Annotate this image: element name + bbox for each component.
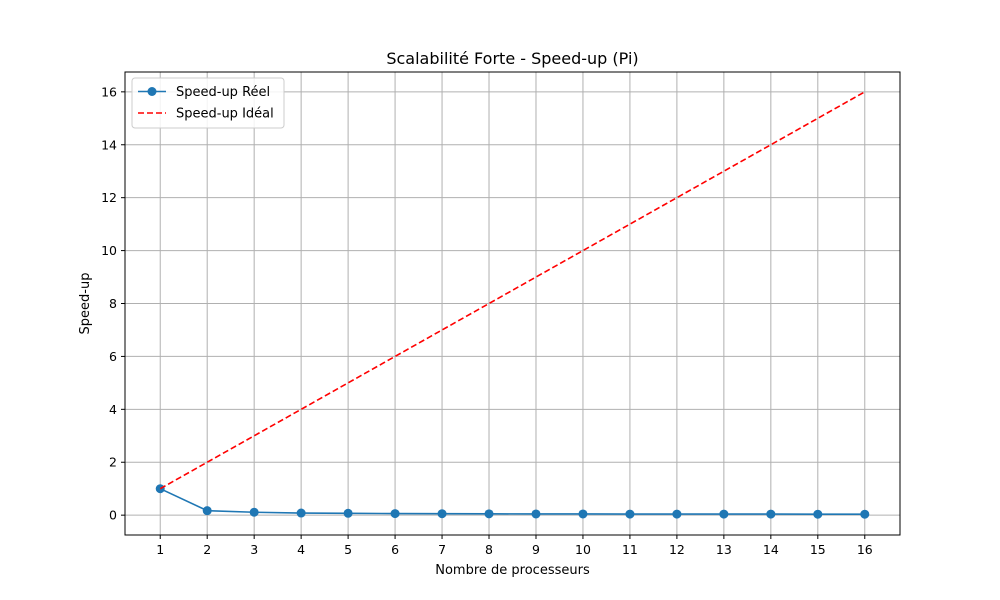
- y-tick-label: 10: [101, 243, 117, 258]
- y-tick-label: 4: [109, 402, 117, 417]
- x-tick-label: 8: [485, 542, 493, 557]
- y-tick-label: 6: [109, 349, 117, 364]
- x-tick-label: 12: [669, 542, 685, 557]
- x-axis-label: Nombre de processeurs: [435, 563, 590, 578]
- x-tick-label: 13: [716, 542, 732, 557]
- chart-title: Scalabilité Forte - Speed-up (Pi): [386, 49, 638, 68]
- legend: Speed-up Réel Speed-up Idéal: [131, 77, 285, 129]
- x-tick-label: 5: [344, 542, 352, 557]
- series-1-point: [484, 509, 494, 519]
- series-1-point: [155, 484, 165, 494]
- series-1-point: [860, 509, 870, 519]
- legend-label-1: Speed-up Réel: [176, 85, 270, 100]
- x-tick-label: 9: [532, 542, 540, 557]
- series-layer: [155, 91, 870, 519]
- series-1-point: [296, 508, 306, 518]
- series-1-point: [437, 509, 447, 519]
- series-1-point: [249, 507, 259, 517]
- y-tick-label: 0: [109, 508, 117, 523]
- x-tick-label: 14: [763, 542, 779, 557]
- x-tick-label: 16: [857, 542, 873, 557]
- x-tick-label: 10: [575, 542, 591, 557]
- series-1-point: [390, 509, 400, 519]
- legend-box: [131, 77, 285, 129]
- x-tick-label: 11: [622, 542, 638, 557]
- y-axis-label: Speed-up: [78, 273, 93, 335]
- series-1-point: [625, 509, 635, 519]
- series-1-point: [672, 509, 682, 519]
- grid: [125, 72, 900, 535]
- series-1-point: [531, 509, 541, 519]
- series-line-1: [159, 487, 865, 516]
- series-1-point: [343, 508, 353, 518]
- y-tick-label: 8: [109, 296, 117, 311]
- x-tick-label: 15: [810, 542, 826, 557]
- series-1-point: [202, 506, 212, 516]
- y-tick-label: 14: [101, 137, 117, 152]
- x-tick-label: 2: [203, 542, 211, 557]
- legend-label-2: Speed-up Idéal: [176, 107, 274, 122]
- y-tick-label: 16: [101, 84, 117, 99]
- series-1-point: [813, 509, 823, 519]
- x-tick-label: 1: [156, 542, 164, 557]
- series-1-point: [719, 509, 729, 519]
- x-tick-label: 7: [438, 542, 446, 557]
- series-1-point: [766, 509, 776, 519]
- x-tick-label: 6: [391, 542, 399, 557]
- y-tick-label: 2: [109, 455, 117, 470]
- y-tick-label: 12: [101, 190, 117, 205]
- legend-marker-1: [147, 87, 157, 96]
- x-tick-label: 3: [250, 542, 258, 557]
- series-1-point: [578, 509, 588, 519]
- x-tick-label: 4: [297, 542, 305, 557]
